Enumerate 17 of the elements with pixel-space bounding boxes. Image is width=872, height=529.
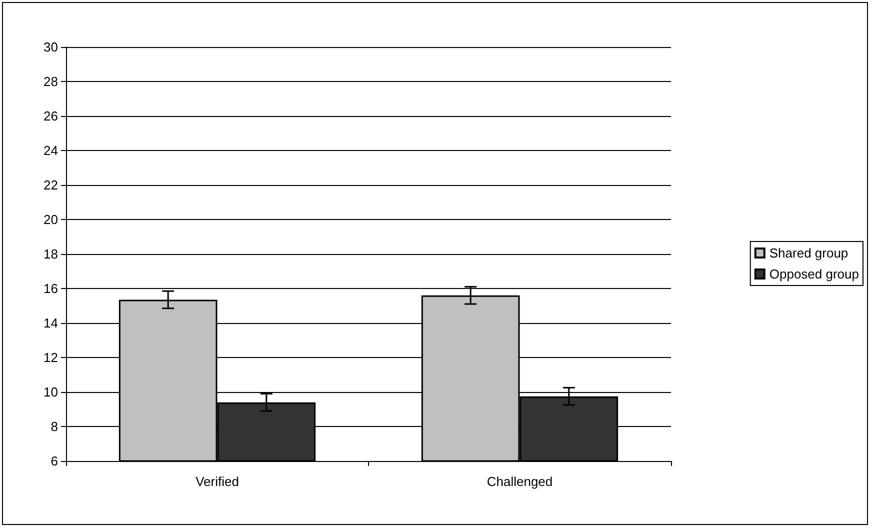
y-tick-label: 8 xyxy=(50,419,58,434)
x-tick-label: Verified xyxy=(196,474,239,489)
legend-label: Shared group xyxy=(769,246,848,260)
legend-label: Opposed group xyxy=(769,266,859,282)
y-tick-label: 10 xyxy=(44,384,58,400)
y-tick-label: 22 xyxy=(44,178,58,192)
y-tick-label: 20 xyxy=(44,212,58,227)
y-tick-label: 26 xyxy=(44,108,58,124)
y-tick-label: 28 xyxy=(44,74,58,89)
y-tick-label: 24 xyxy=(44,143,58,158)
x-tick-label: Challenged xyxy=(486,474,553,489)
y-tick-label: 6 xyxy=(50,454,58,468)
y-tick-label: 30 xyxy=(44,40,58,54)
y-tick-label: 16 xyxy=(44,281,58,296)
y-tick-label: 12 xyxy=(44,350,58,365)
y-tick-label: 18 xyxy=(44,246,58,262)
y-tick-label: 14 xyxy=(44,316,58,330)
